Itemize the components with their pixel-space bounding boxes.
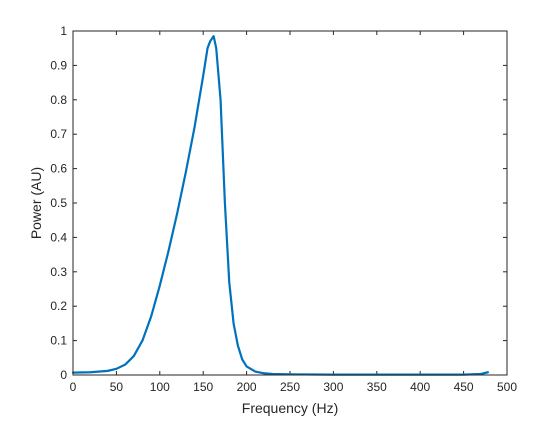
x-tick-label: 150 (193, 380, 213, 394)
y-tick-label: 0.4 (50, 230, 67, 244)
x-tick-label: 50 (110, 380, 124, 394)
y-tick-label: 0.3 (50, 265, 67, 279)
x-tick-label: 200 (237, 380, 257, 394)
x-axis-label: Frequency (Hz) (242, 400, 338, 416)
y-tick-label: 0.9 (50, 58, 67, 72)
x-tick-label: 250 (280, 380, 300, 394)
y-tick-label: 0.5 (50, 196, 67, 210)
y-tick-label: 1 (60, 24, 67, 38)
x-tick-label: 450 (454, 380, 474, 394)
y-tick-label: 0.2 (50, 299, 67, 313)
x-tick-label: 500 (497, 380, 517, 394)
y-tick-label: 0.8 (50, 93, 67, 107)
series-line (71, 35, 489, 376)
y-tick-label: 0.7 (50, 127, 67, 141)
x-tick-label: 100 (150, 380, 170, 394)
y-tick-label: 0 (60, 368, 67, 382)
y-tick-label: 0.1 (50, 334, 67, 348)
x-tick-label: 300 (323, 380, 343, 394)
plot-area (73, 31, 507, 375)
x-tick-label: 0 (70, 380, 77, 394)
y-axis-label: Power (AU) (28, 167, 44, 239)
x-axis-ticks: 0 50 100 150 200 250 300 350 400 450 500 (70, 31, 517, 394)
y-tick-label: 0.6 (50, 162, 67, 176)
x-tick-label: 400 (410, 380, 430, 394)
axes-box (72, 30, 508, 376)
x-tick-label: 350 (367, 380, 387, 394)
